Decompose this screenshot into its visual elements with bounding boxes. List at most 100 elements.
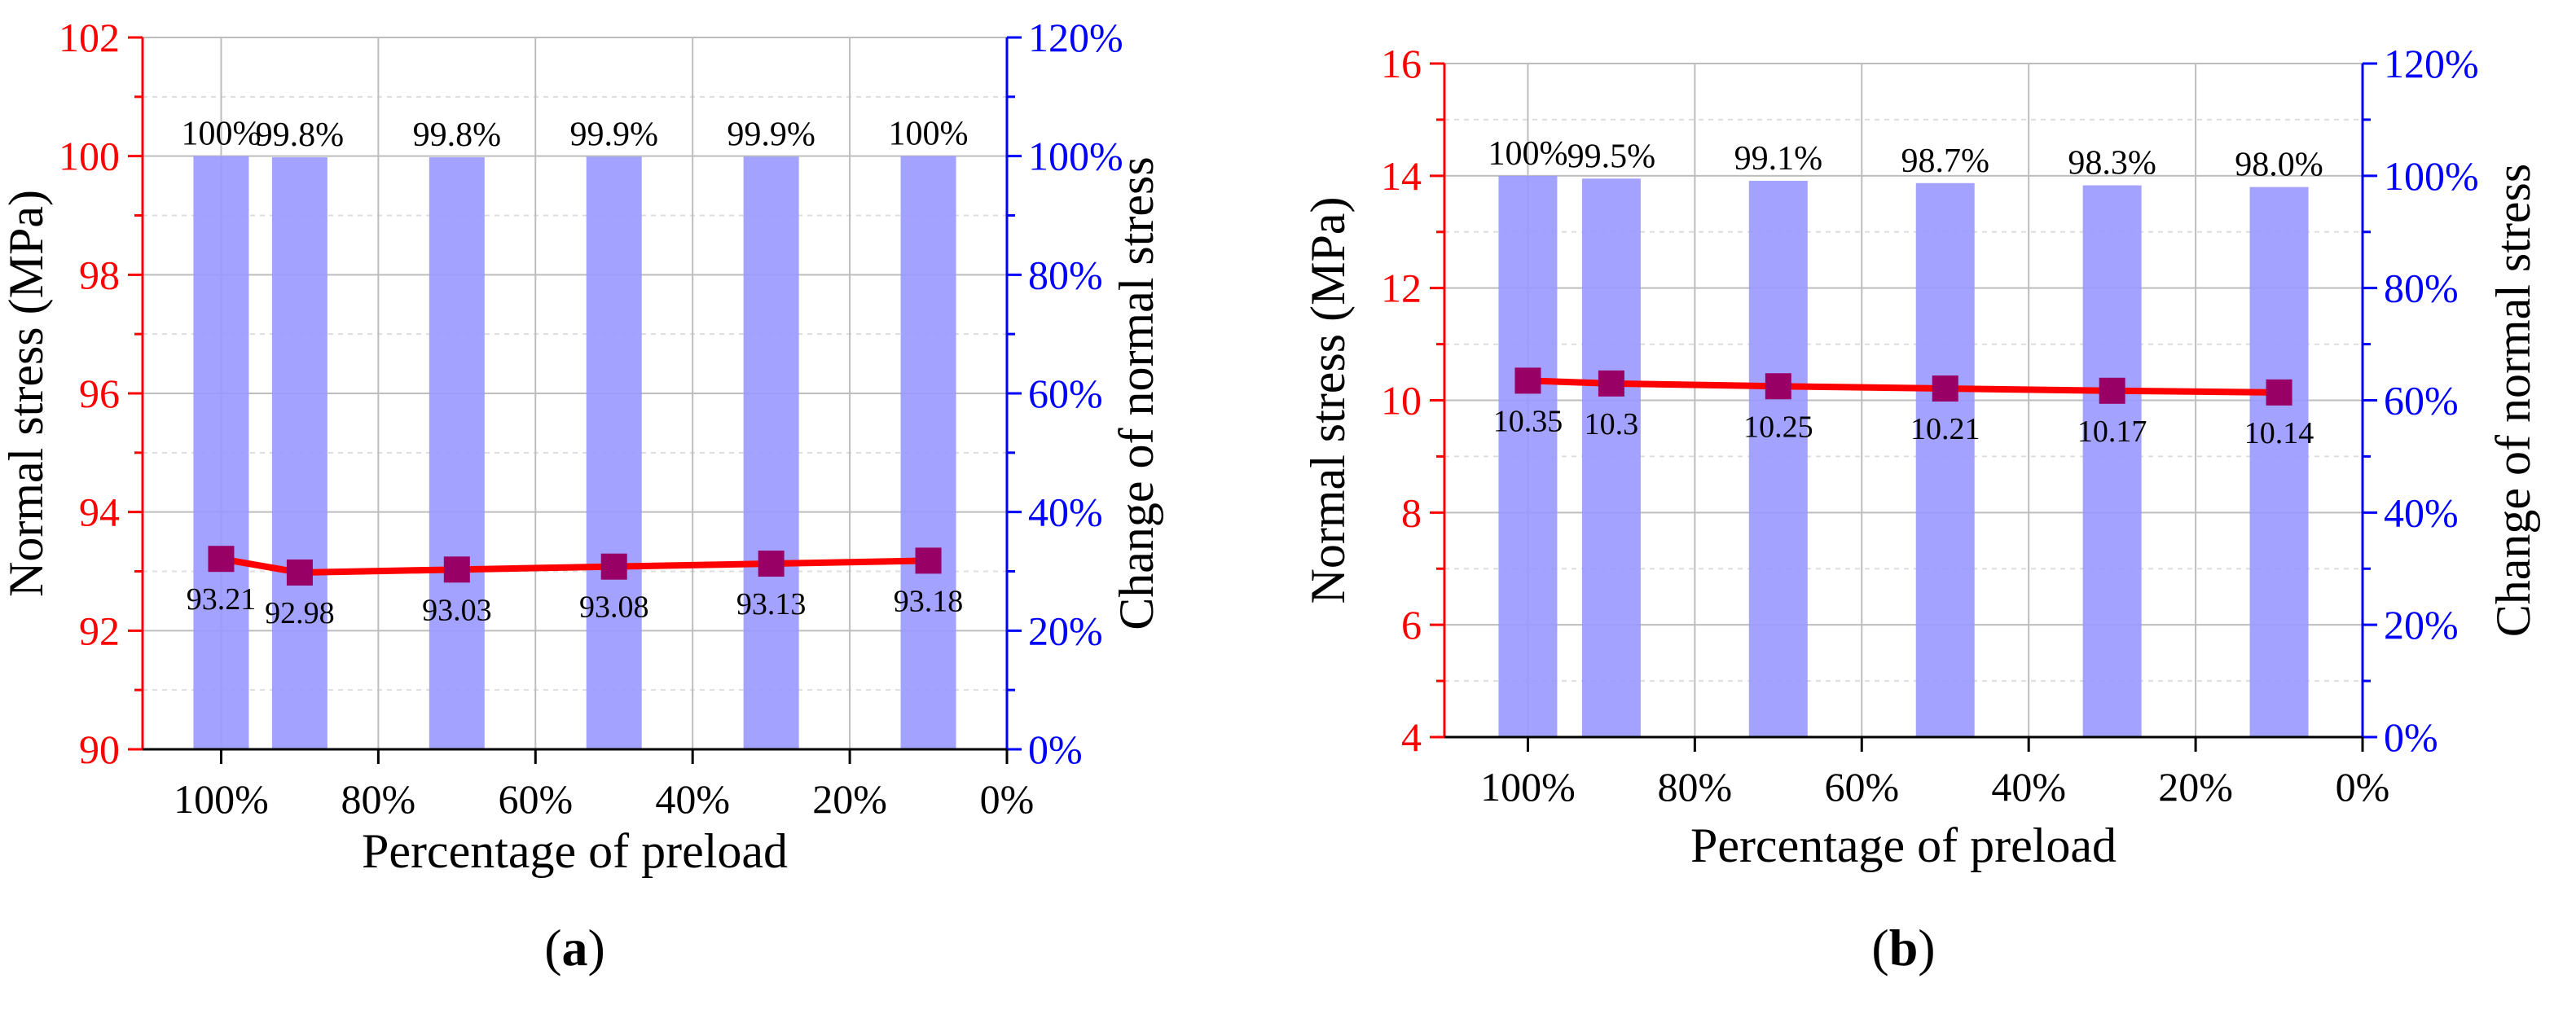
line-data-label: 93.13 [736,587,807,621]
bar-data-label: 99.9% [727,116,815,153]
y-right-tick-label: 20% [2384,602,2459,647]
x-axis-title: Percentage of preload [1690,819,2117,872]
y-left-tick-label: 100 [59,134,120,179]
line-data-label: 10.14 [2244,416,2314,450]
panel-label-part: ) [588,919,605,977]
bar [900,156,956,749]
line-data-label: 10.35 [1493,404,1563,438]
bar-data-label: 98.3% [2068,145,2156,182]
bar [1581,178,1641,737]
y-right-axis-title: Change of normal stress [1110,156,1163,630]
bar [1498,175,1558,738]
line-marker [758,551,785,577]
bar-data-label: 99.1% [1734,140,1823,178]
line-marker [600,553,627,580]
bar [2082,185,2142,737]
bar-data-label: 100% [889,116,969,153]
y-left-tick-label: 4 [1401,714,1422,760]
y-left-tick-label: 8 [1401,489,1422,535]
line-marker [1765,373,1791,400]
line-marker [1932,375,1958,402]
line-data-label: 93.21 [187,582,257,617]
x-tick-label: 60% [498,776,573,822]
panel-label-part: ( [1871,919,1888,977]
panel-label: (b) [1871,919,1935,977]
normal-stress-line [1528,377,2279,396]
bar [1915,182,1975,738]
bar-data-label: 98.0% [2235,147,2323,184]
y-right-tick-label: 20% [1028,608,1103,653]
x-tick-label: 100% [174,776,269,822]
line-marker [915,547,942,574]
line-data-label: 10.17 [2077,415,2147,449]
bar [743,156,799,749]
line-marker [1514,367,1541,394]
y-left-tick-label: 12 [1381,266,1422,311]
x-tick-label: 80% [1658,764,1733,810]
bar-data-label: 99.8% [413,116,502,154]
y-left-tick-label: 94 [79,489,120,535]
y-left-tick-label: 96 [79,371,120,416]
x-tick-label: 40% [1991,764,2066,810]
panel-b: 100% 99.5% 99.1% 98.7% 98.3% 98.0%10.35 10.3 10… [1301,41,2540,977]
y-left-tick-label: 14 [1381,153,1422,199]
y-right-axis-title: Change of normal stress [2486,164,2540,638]
line-marker [1598,370,1624,397]
y-left-tick-label: 90 [79,726,120,772]
bar-data-label: 99.9% [569,116,658,153]
panel-label-part: ( [544,919,561,977]
bar [586,156,642,749]
y-right-tick-label: 80% [1028,252,1103,297]
line-data-label: 10.25 [1743,410,1813,444]
y-left-tick-label: 92 [79,608,120,653]
x-tick-label: 40% [655,776,730,822]
y-right-tick-label: 0% [1028,726,1083,772]
x-tick-label: 0% [2336,764,2390,810]
bar [429,157,485,749]
line-marker [208,546,235,573]
bar-data-label: 98.7% [1901,143,1989,180]
line-data-label: 92.98 [265,596,335,630]
y-left-tick-label: 98 [79,252,120,297]
y-right-tick-label: 40% [2384,489,2459,535]
x-tick-label: 80% [341,776,416,822]
line-marker [443,556,470,583]
bar [1748,181,1808,737]
y-left-tick-label: 16 [1381,41,1422,86]
bar-data-label: 100% [181,116,261,153]
y-right-tick-label: 120% [1028,15,1123,60]
line-marker [286,559,313,586]
bar-data-label: 100% [1488,135,1567,173]
bar-data-label: 99.8% [256,116,345,154]
panel-label: (a) [544,919,605,977]
x-tick-label: 60% [1824,764,1899,810]
x-tick-label: 20% [812,776,887,822]
bar [271,157,327,749]
y-right-tick-label: 60% [2384,378,2459,424]
y-right-tick-label: 100% [1028,134,1123,179]
bar-data-label: 99.5% [1567,138,1656,175]
bar [193,156,249,749]
y-right-tick-label: 80% [2384,266,2459,311]
line-data-label: 93.08 [579,590,649,625]
y-left-tick-label: 10 [1381,378,1422,424]
line-marker [2266,379,2292,406]
line-data-label: 10.21 [1910,412,1980,446]
y-right-tick-label: 100% [2384,153,2479,199]
line-data-label: 10.3 [1585,407,1639,441]
x-tick-label: 100% [1480,764,1576,810]
line-data-label: 93.03 [422,593,492,627]
y-right-tick-label: 120% [2384,41,2479,86]
y-right-tick-label: 40% [1028,489,1103,535]
line-data-label: 93.18 [894,584,964,618]
panel-label-part: a [562,919,588,977]
x-tick-label: 0% [980,776,1035,822]
panel-label-part: ) [1918,919,1935,977]
y-right-tick-label: 60% [1028,371,1103,416]
x-axis-title: Percentage of preload [362,824,788,878]
panel-a: 100%99.8% 99.8% 99.9% 99.9% 100%93.21 92.98 93… [0,15,1163,977]
y-left-axis-title: Normal stress (MPa) [0,190,53,597]
bar [2249,187,2309,737]
y-right-tick-label: 0% [2384,714,2438,760]
